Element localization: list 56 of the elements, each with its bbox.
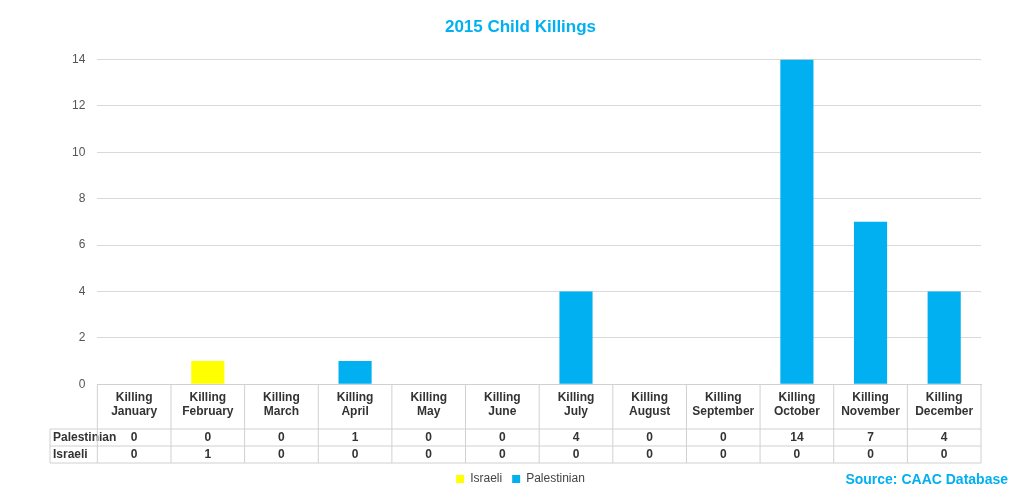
text: Palestinian xyxy=(53,429,117,444)
y-tick-label: 2 xyxy=(78,330,86,345)
text: Israeli xyxy=(53,446,88,461)
x-tick-label: Killing February xyxy=(182,389,234,419)
data-label: 0 xyxy=(278,446,286,461)
bar xyxy=(780,59,814,384)
x-tick-label: Killing November xyxy=(841,389,901,419)
bar xyxy=(853,221,888,384)
y-tick-label: 6 xyxy=(78,237,86,252)
data-label: 0 xyxy=(499,429,507,444)
bar xyxy=(191,361,225,384)
data-label: 0 xyxy=(130,429,138,444)
y-tick-label: 10 xyxy=(71,144,86,159)
data-label: 0 xyxy=(793,446,801,461)
data-label: 0 xyxy=(425,429,433,444)
data-label: 0 xyxy=(499,446,507,461)
x-tick-label: Killing January xyxy=(111,389,158,419)
y-tick-label: 8 xyxy=(78,190,86,205)
data-label: 7 xyxy=(867,429,875,444)
x-tick-label: Killing August xyxy=(628,389,671,419)
y-tick-label: 14 xyxy=(71,51,86,66)
legend-label: Palestinian xyxy=(526,471,585,486)
bar xyxy=(559,291,593,384)
data-label: 0 xyxy=(204,429,212,444)
x-tick-label: Killing July xyxy=(557,389,595,419)
x-tick-label: Killing March xyxy=(263,389,300,419)
bar xyxy=(338,361,372,384)
data-label: 0 xyxy=(646,446,654,461)
x-tick-label: Killing April xyxy=(336,389,374,419)
x-tick-label: Killing May xyxy=(410,389,448,419)
data-label: 0 xyxy=(572,446,580,461)
data-label: 0 xyxy=(867,446,875,461)
data-label: 0 xyxy=(646,429,654,444)
x-tick-label: Killing December xyxy=(915,389,974,419)
data-label: 0 xyxy=(351,446,359,461)
data-label: 0 xyxy=(940,446,948,461)
y-tick-label: 4 xyxy=(78,283,86,298)
legend-label: Israeli xyxy=(470,471,503,486)
data-label: 0 xyxy=(425,446,433,461)
x-tick-label: Killing October xyxy=(773,389,821,419)
y-tick-label: 12 xyxy=(71,98,86,113)
data-label: 4 xyxy=(940,429,948,444)
data-label: 1 xyxy=(351,429,359,444)
data-label: 4 xyxy=(572,429,580,444)
bar xyxy=(927,291,961,384)
data-label: 0 xyxy=(278,429,286,444)
chart-title: 2015 Child Killings xyxy=(444,16,597,36)
data-label: 0 xyxy=(719,429,727,444)
source-note: Source: CAAC Database xyxy=(845,470,1009,487)
y-tick-label: 0 xyxy=(78,376,86,391)
data-label: 1 xyxy=(204,446,212,461)
data-label: 0 xyxy=(719,446,727,461)
data-label: 14 xyxy=(790,429,804,444)
data-label: 0 xyxy=(130,446,138,461)
x-tick-label: Killing September xyxy=(692,389,755,419)
x-tick-label: Killing June xyxy=(484,389,521,419)
